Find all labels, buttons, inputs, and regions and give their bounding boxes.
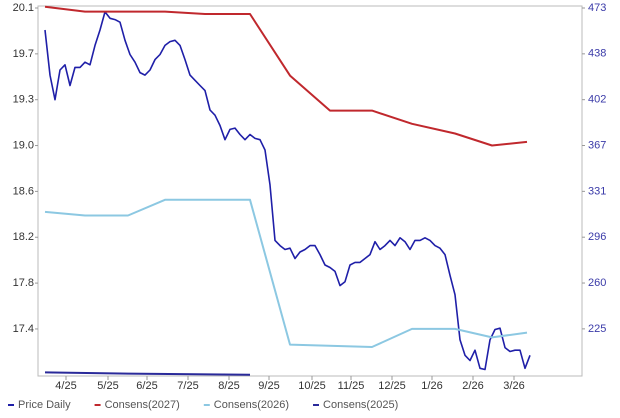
x-tick-label: 4/25 [55,380,76,392]
y-tick-label: 18.6 [13,185,34,197]
y2-tick-label: 473 [588,2,606,14]
y-tick-label: 19.0 [13,139,34,151]
y2-tick-label: 331 [588,185,606,197]
series-line [44,371,251,376]
x-tick-label: 1/26 [421,380,442,392]
y-tick-label: 17.8 [13,277,34,289]
legend-label: Consens(2026) [214,399,289,411]
y-tick-label: 19.3 [13,94,34,106]
y-tick-label: 19.7 [13,48,34,60]
series-line [44,11,531,371]
y-tick-label: 18.2 [13,231,34,243]
x-tick-label: 11/25 [338,380,365,392]
x-tick-label: 5/25 [97,380,118,392]
y2-tick-label: 225 [588,323,606,335]
series-line [44,198,528,348]
y2-tick-label: 260 [588,277,606,289]
y2-tick-label: 296 [588,231,606,243]
x-tick-label: 8/25 [218,380,239,392]
x-tick-label: 2/26 [462,380,483,392]
legend-label: Price Daily [18,399,71,411]
x-tick-label: 9/25 [258,380,279,392]
x-tick-label: 6/25 [136,380,157,392]
series-line [44,5,528,147]
plot-area [37,5,583,377]
x-tick-label: 7/25 [177,380,198,392]
y2-tick-label: 367 [588,139,606,151]
y-tick-label: 20.1 [13,2,34,14]
y-tick-label: 17.4 [13,323,34,335]
x-tick-label: 3/26 [503,380,524,392]
x-tick-label: 12/25 [378,380,406,392]
x-tick-label: 10/25 [298,380,326,392]
legend-label: Consens(2025) [323,399,398,411]
y2-tick-label: 438 [588,48,606,60]
y2-tick-label: 402 [588,94,606,106]
legend-label: Consens(2027) [105,399,180,411]
